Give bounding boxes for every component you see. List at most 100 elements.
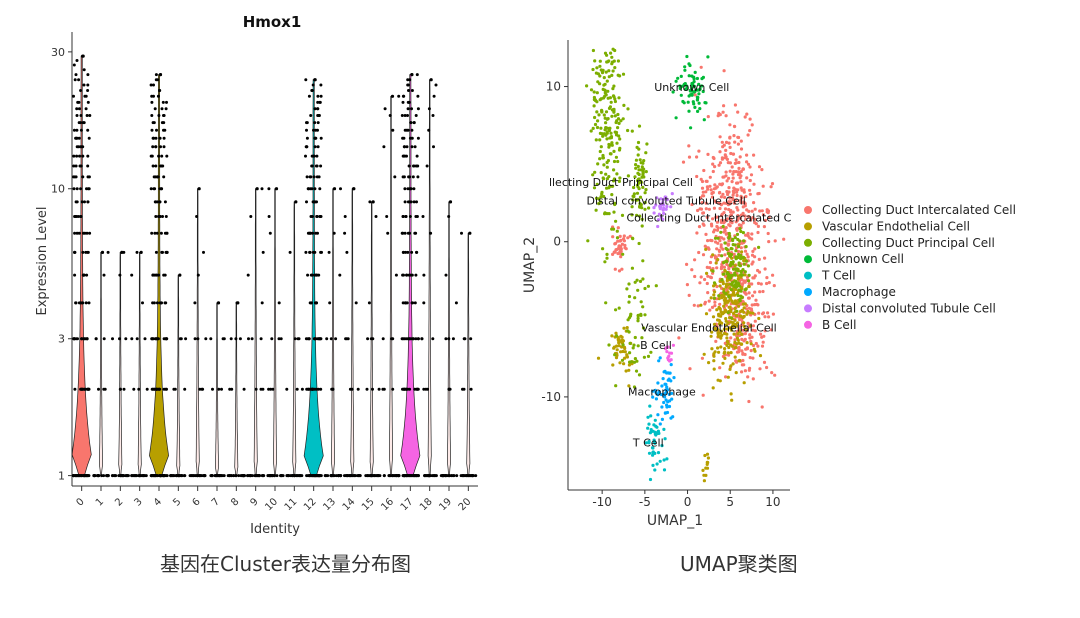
data-point (446, 474, 450, 478)
umap-point (719, 214, 724, 218)
umap-point (741, 358, 745, 363)
data-point (249, 215, 253, 218)
data-point (319, 387, 323, 391)
umap-point (657, 390, 661, 394)
umap-point (646, 354, 651, 358)
umap-point (704, 190, 708, 194)
umap-point (691, 100, 695, 104)
data-point (198, 387, 202, 391)
umap-point (738, 176, 742, 180)
data-point (345, 250, 349, 254)
umap-point (744, 245, 748, 249)
umap-point (728, 326, 732, 330)
umap-point (738, 155, 742, 159)
data-point (178, 474, 182, 478)
umap-point (597, 113, 601, 117)
umap-point (731, 189, 735, 193)
umap-point (754, 298, 758, 302)
umap-plot-panel: -10 -5 0 5 10 -10 0 10 UMAP_1 UMAP_2 Unknown Cell l… (500, 0, 1080, 560)
data-point (381, 337, 385, 341)
umap-point (617, 338, 621, 342)
data-point (305, 175, 309, 179)
umap-point (658, 356, 662, 360)
data-point (154, 73, 158, 77)
data-point (196, 337, 200, 341)
umap-point (692, 84, 696, 88)
umap-point (654, 203, 658, 207)
umap-point (716, 241, 720, 245)
umap-point (734, 220, 738, 224)
data-point (336, 474, 340, 478)
umap-point (726, 341, 730, 346)
umap-point (723, 347, 727, 351)
umap-point (762, 360, 767, 364)
data-point (160, 107, 164, 111)
umap-point (769, 185, 773, 189)
umap-point (763, 267, 767, 271)
umap-point (595, 66, 599, 70)
data-point (156, 78, 160, 82)
umap-point (614, 331, 618, 335)
data-point (408, 175, 411, 179)
umap-point (699, 65, 703, 69)
data-point (385, 215, 389, 218)
umap-point (740, 337, 744, 341)
umap-point (664, 195, 668, 199)
data-point (310, 164, 314, 168)
umap-point (739, 229, 743, 234)
umap-point (613, 250, 617, 254)
umap-point (654, 397, 658, 401)
data-point (84, 107, 88, 111)
data-point (72, 63, 76, 67)
umap-point (727, 242, 731, 246)
data-point (316, 387, 320, 391)
umap-point (600, 108, 604, 112)
data-point (319, 136, 323, 140)
umap-point (647, 439, 651, 444)
umap-point (637, 177, 641, 181)
y-tick-label: 1 (58, 470, 65, 483)
data-point (267, 187, 271, 191)
umap-point (742, 381, 746, 385)
data-point (368, 200, 372, 204)
umap-point (620, 358, 625, 362)
umap-point (745, 259, 749, 263)
umap-point (631, 194, 635, 198)
umap-point (705, 466, 710, 470)
data-point (175, 474, 179, 478)
data-point (352, 187, 356, 191)
data-point (72, 337, 76, 341)
cluster-label: llecting Duct Principal Cell (549, 176, 693, 189)
data-point (427, 128, 431, 132)
violin-points-13 (323, 187, 343, 478)
umap-point (724, 246, 728, 251)
x-tick-label: 18 (418, 496, 435, 513)
umap-point (756, 281, 761, 285)
umap-point (718, 113, 722, 117)
data-point (75, 59, 79, 62)
umap-point (662, 468, 667, 472)
data-point (93, 474, 96, 478)
data-point (277, 337, 281, 341)
umap-point (724, 148, 728, 152)
umap-point (743, 369, 747, 373)
umap-point (639, 179, 643, 183)
umap-point (617, 179, 621, 183)
data-point (149, 187, 153, 191)
data-point (422, 273, 426, 277)
data-point (137, 474, 141, 478)
umap-point (607, 145, 611, 149)
data-point (153, 107, 157, 111)
data-point (162, 114, 166, 117)
data-point (356, 387, 360, 391)
data-point (313, 136, 317, 140)
x-tick-label: 12 (302, 496, 319, 513)
data-point (314, 301, 318, 305)
data-point (305, 136, 309, 140)
data-point (88, 231, 92, 235)
umap-point (611, 69, 615, 73)
umap-point (627, 294, 632, 299)
umap-point (717, 294, 721, 298)
umap-point (616, 59, 620, 63)
umap-point (715, 297, 719, 301)
